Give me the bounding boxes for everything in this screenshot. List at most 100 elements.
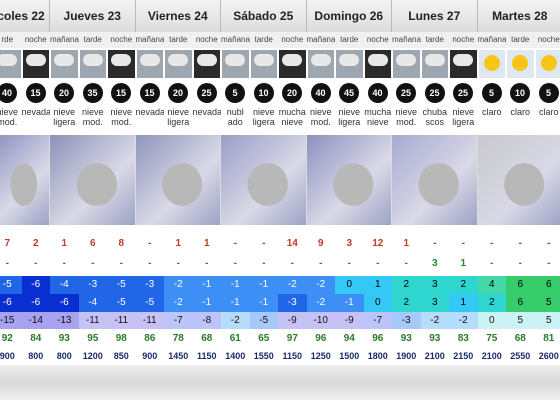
period-label: tarde xyxy=(420,32,449,48)
description: nieve ligera xyxy=(252,107,275,127)
icon-shape xyxy=(339,54,359,66)
snowfall: - xyxy=(404,258,408,269)
snow-level: 1200 xyxy=(82,351,103,361)
description: nieve mod. xyxy=(395,107,417,127)
icon-shape xyxy=(196,54,217,66)
wind-circle: 40 xyxy=(0,83,17,103)
snow-level: 800 xyxy=(28,351,44,361)
snowfall: - xyxy=(490,258,494,269)
min-temperature-cell: 0 xyxy=(477,312,506,329)
snow-level: 800 xyxy=(56,351,72,361)
precipitation: - xyxy=(547,238,551,249)
temperature-cell: -6 xyxy=(0,294,22,312)
snowfall: - xyxy=(233,258,237,269)
icon-shape xyxy=(139,54,160,66)
temperature-cell: 5 xyxy=(534,294,560,312)
precipitation: 12 xyxy=(372,238,384,249)
min-temperature-cell: -13 xyxy=(50,312,79,329)
period-label: tarde xyxy=(506,32,535,48)
description: mucha nieve xyxy=(364,107,392,127)
min-temperature-cell: -15 xyxy=(0,312,22,329)
description: nieve ligera xyxy=(167,107,190,127)
wind-circle: 45 xyxy=(339,83,359,103)
temperature-cell: -6 xyxy=(21,276,50,294)
period-label: noche xyxy=(449,32,478,48)
min-temperature-cell: -9 xyxy=(335,312,364,329)
description: nevadas xyxy=(135,107,165,117)
temperature-cell: 2 xyxy=(392,276,421,294)
temperature-cell: 6 xyxy=(506,276,535,294)
precipitation: 3 xyxy=(346,238,353,249)
icon-shape xyxy=(540,55,557,71)
period-label: noche xyxy=(192,32,221,48)
footer-texture xyxy=(0,365,560,400)
min-temperature-cell: 5 xyxy=(506,312,535,329)
precipitation: 1 xyxy=(203,238,210,249)
icon-shape xyxy=(512,55,528,71)
temperature-cell: -4 xyxy=(78,294,107,312)
humidity: 68 xyxy=(514,333,526,344)
humidity: 98 xyxy=(115,333,127,344)
wind-circle: 15 xyxy=(25,83,46,103)
description: nieve mod. xyxy=(81,107,104,127)
humidity: 83 xyxy=(457,333,469,344)
icon-shape xyxy=(396,54,416,66)
temperature-cell: 6 xyxy=(534,276,560,294)
icon-shape xyxy=(168,54,188,66)
min-temperature-cell: -11 xyxy=(107,312,136,329)
day-header: Sábado 25 xyxy=(221,0,307,32)
snowfall: - xyxy=(518,258,522,269)
min-temperature-cell: 5 xyxy=(534,312,560,329)
period-label: tarde xyxy=(335,32,364,48)
weather-map xyxy=(392,135,478,225)
period-label: tarde xyxy=(78,32,107,48)
min-temperature-cell: -11 xyxy=(78,312,107,329)
snow-level: 2100 xyxy=(424,351,445,361)
humidity: 75 xyxy=(486,333,498,344)
min-temperature-cell: -11 xyxy=(135,312,164,329)
snow-level: 850 xyxy=(113,351,129,361)
snow-level: 1450 xyxy=(168,351,189,361)
description: nubl ado xyxy=(226,107,244,127)
period-label: tarde xyxy=(164,32,193,48)
snow-level: 900 xyxy=(0,351,15,361)
humidity: 81 xyxy=(543,333,555,344)
wind-circle: 35 xyxy=(82,83,103,103)
icon-shape xyxy=(225,54,245,66)
snowfall: - xyxy=(148,258,152,269)
period-label: mañana xyxy=(50,32,79,48)
snowfall: - xyxy=(290,258,294,269)
snowfall: - xyxy=(347,258,351,269)
icon-shape xyxy=(0,54,17,66)
snowfall: - xyxy=(62,258,66,269)
wind-circle: 5 xyxy=(538,83,559,103)
humidity: 93 xyxy=(400,333,412,344)
wind-circle: 5 xyxy=(225,83,245,103)
period-label: noche xyxy=(21,32,50,48)
temperature-cell: 1 xyxy=(449,294,478,312)
snowfall: - xyxy=(262,258,266,269)
snowfall: 1 xyxy=(460,258,467,269)
wind-circle: 25 xyxy=(196,83,217,103)
min-temperature-cell: -3 xyxy=(392,312,421,329)
humidity: 61 xyxy=(229,333,241,344)
description: nieve mod. xyxy=(110,107,132,127)
temperature-cell: 1 xyxy=(363,276,392,294)
weather-map xyxy=(0,135,50,225)
precipitation: 1 xyxy=(175,238,182,249)
day-header: Domingo 26 xyxy=(306,0,392,32)
snow-level: 2150 xyxy=(453,351,474,361)
icon-shape xyxy=(282,54,302,66)
icon-shape xyxy=(453,54,473,66)
humidity: 96 xyxy=(315,333,327,344)
description: nieve mod. xyxy=(0,107,18,127)
temperature-cell: -5 xyxy=(107,294,136,312)
wind-circle: 25 xyxy=(424,83,445,103)
description: nieve mod. xyxy=(309,107,332,127)
temperature-cell: -3 xyxy=(135,276,164,294)
description: chuba scos xyxy=(422,107,448,127)
humidity: 68 xyxy=(201,333,213,344)
temperature-cell: -6 xyxy=(50,294,79,312)
snow-level: 1550 xyxy=(253,351,274,361)
